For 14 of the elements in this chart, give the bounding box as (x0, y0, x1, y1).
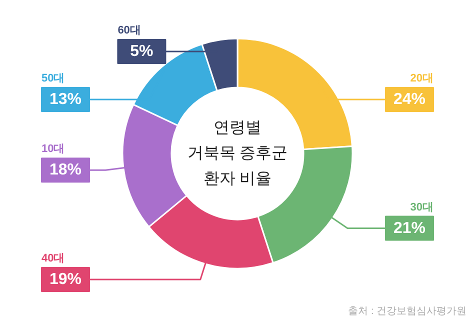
data-label: 5% (130, 43, 154, 60)
data-label: 18% (49, 162, 82, 179)
text: 연령별 거북목 증후군 환자 비율 (187, 120, 288, 188)
data-label: 24% (393, 91, 426, 108)
slice-label: 20대 (410, 72, 434, 84)
data-label: 19% (49, 271, 82, 288)
source-note: 출처 : 건강보험심사평가원 (348, 306, 467, 317)
slice-label: 40대 (42, 252, 65, 264)
slice-label: 30대 (410, 201, 434, 214)
data-label: 13% (49, 91, 82, 108)
slice-label: 10대 (42, 143, 65, 156)
slice-label: 50대 (42, 72, 65, 84)
slice-label: 60대 (118, 24, 141, 36)
data-label: 21% (393, 220, 426, 237)
